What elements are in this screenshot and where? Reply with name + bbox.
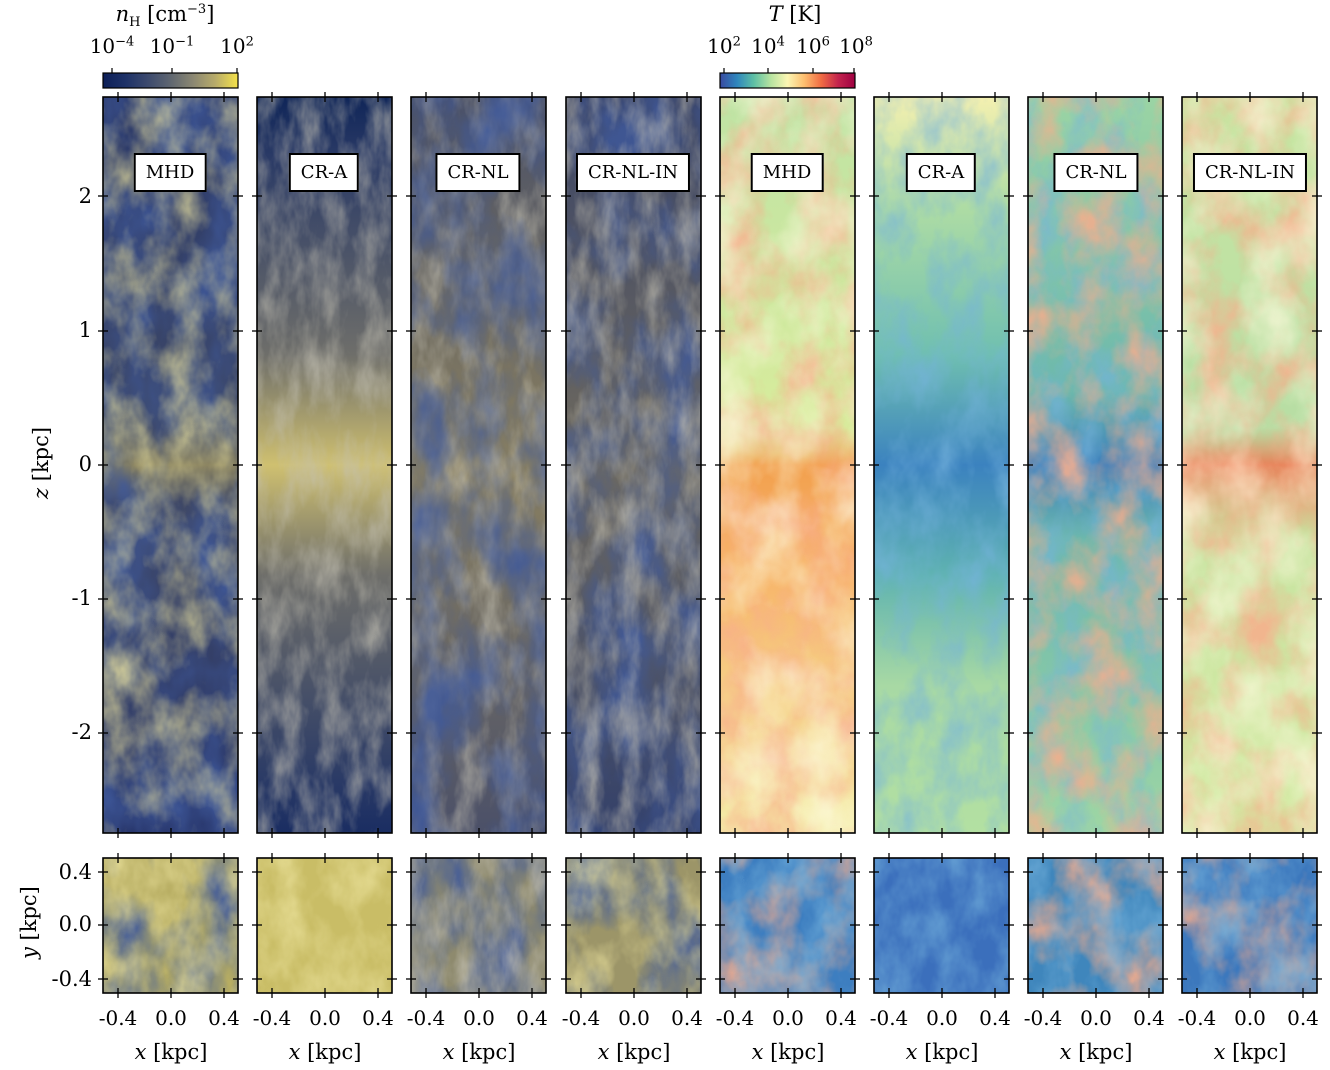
z-tick-label: -2: [71, 720, 92, 744]
panel-label-cr-nl-temperature: CR-NL: [1053, 153, 1139, 192]
slice-panel-cr-nl-density: [406, 853, 551, 998]
panel-label-cr-a-density: CR-A: [288, 153, 360, 192]
x-axis-label: x [kpc]: [1213, 1040, 1287, 1064]
y-tick-label: 0.0: [58, 912, 92, 936]
x-axis-label: x [kpc]: [134, 1040, 208, 1064]
x-tick-label: 0.4: [1133, 1006, 1165, 1030]
x-tick-label: 0.4: [362, 1006, 394, 1030]
x-axis-label: x [kpc]: [597, 1040, 671, 1064]
x-tick-label: -0.4: [1177, 1006, 1217, 1030]
panel-cr-nl-in-density: [561, 92, 706, 838]
z-tick-label: 1: [78, 318, 92, 342]
slice-panel-cr-nl-temperature: [1023, 853, 1168, 998]
slice-panel-mhd-density: [98, 853, 243, 998]
slice-panel-cr-nl-in-temperature: [1177, 853, 1322, 998]
x-tick-label: 0.4: [825, 1006, 857, 1030]
slice-panel-cr-a-density: [252, 853, 397, 998]
z-tick-label: 0: [78, 452, 92, 476]
y-tick-label: -0.4: [51, 967, 93, 991]
x-axis-label: x [kpc]: [442, 1040, 516, 1064]
panel-cr-a-density: [252, 92, 397, 838]
x-tick-label: 0.0: [618, 1006, 650, 1030]
panel-label-mhd-density: MHD: [133, 153, 207, 192]
panel-mhd-temperature: [715, 92, 860, 838]
panel-label-cr-nl-in-density: CR-NL-IN: [575, 153, 691, 192]
density-colorbar: [102, 72, 239, 89]
panel-label-mhd-temperature: MHD: [750, 153, 824, 192]
density-cb-tick: 102: [220, 34, 254, 58]
panel-cr-nl-in-temperature: [1177, 92, 1322, 838]
x-tick-label: 0.0: [309, 1006, 341, 1030]
z-tick-label: 2: [78, 184, 92, 208]
panel-mhd-density: [98, 92, 243, 838]
x-tick-label: 0.4: [671, 1006, 703, 1030]
temperature-colorbar: [719, 72, 856, 89]
temperature-cb-tick: 108: [839, 34, 873, 58]
panel-cr-a-temperature: [869, 92, 1014, 838]
x-tick-label: 0.0: [463, 1006, 495, 1030]
density-cb-tick: 10−1: [149, 34, 195, 58]
temperature-cb-tick: 102: [707, 34, 741, 58]
x-tick-label: 0.4: [979, 1006, 1011, 1030]
x-tick-label: 0.0: [772, 1006, 804, 1030]
x-tick-label: -0.4: [406, 1006, 446, 1030]
panel-label-cr-nl-density: CR-NL: [435, 153, 521, 192]
x-tick-label: -0.4: [98, 1006, 138, 1030]
x-tick-label: 0.4: [208, 1006, 240, 1030]
x-tick-label: -0.4: [561, 1006, 601, 1030]
y-tick-label: 0.4: [58, 860, 92, 884]
x-tick-label: 0.0: [1080, 1006, 1112, 1030]
panel-label-cr-a-temperature: CR-A: [905, 153, 977, 192]
panel-label-cr-nl-in-temperature: CR-NL-IN: [1192, 153, 1308, 192]
slice-panel-cr-nl-in-density: [561, 853, 706, 998]
slice-panel-cr-a-temperature: [869, 853, 1014, 998]
x-tick-label: 0.0: [926, 1006, 958, 1030]
temperature-cb-tick: 106: [796, 34, 830, 58]
density-colorbar-title: nH [cm−3]: [115, 2, 215, 31]
x-axis-label: x [kpc]: [288, 1040, 362, 1064]
x-axis-label: x [kpc]: [1059, 1040, 1133, 1064]
x-tick-label: 0.4: [1287, 1006, 1319, 1030]
temperature-cb-tick: 104: [751, 34, 785, 58]
temperature-colorbar-title: T [K]: [768, 2, 822, 26]
x-axis-label: x [kpc]: [751, 1040, 825, 1064]
density-cb-tick: 10−4: [89, 34, 135, 58]
panel-cr-nl-temperature: [1023, 92, 1168, 838]
x-tick-label: -0.4: [1023, 1006, 1063, 1030]
x-tick-label: -0.4: [869, 1006, 909, 1030]
x-tick-label: 0.4: [516, 1006, 548, 1030]
x-tick-label: -0.4: [252, 1006, 292, 1030]
x-tick-label: 0.0: [1234, 1006, 1266, 1030]
slice-panel-mhd-temperature: [715, 853, 860, 998]
x-tick-label: 0.0: [155, 1006, 187, 1030]
z-tick-label: -1: [71, 586, 92, 610]
x-tick-label: -0.4: [715, 1006, 755, 1030]
x-axis-label: x [kpc]: [905, 1040, 979, 1064]
panel-cr-nl-density: [406, 92, 551, 838]
